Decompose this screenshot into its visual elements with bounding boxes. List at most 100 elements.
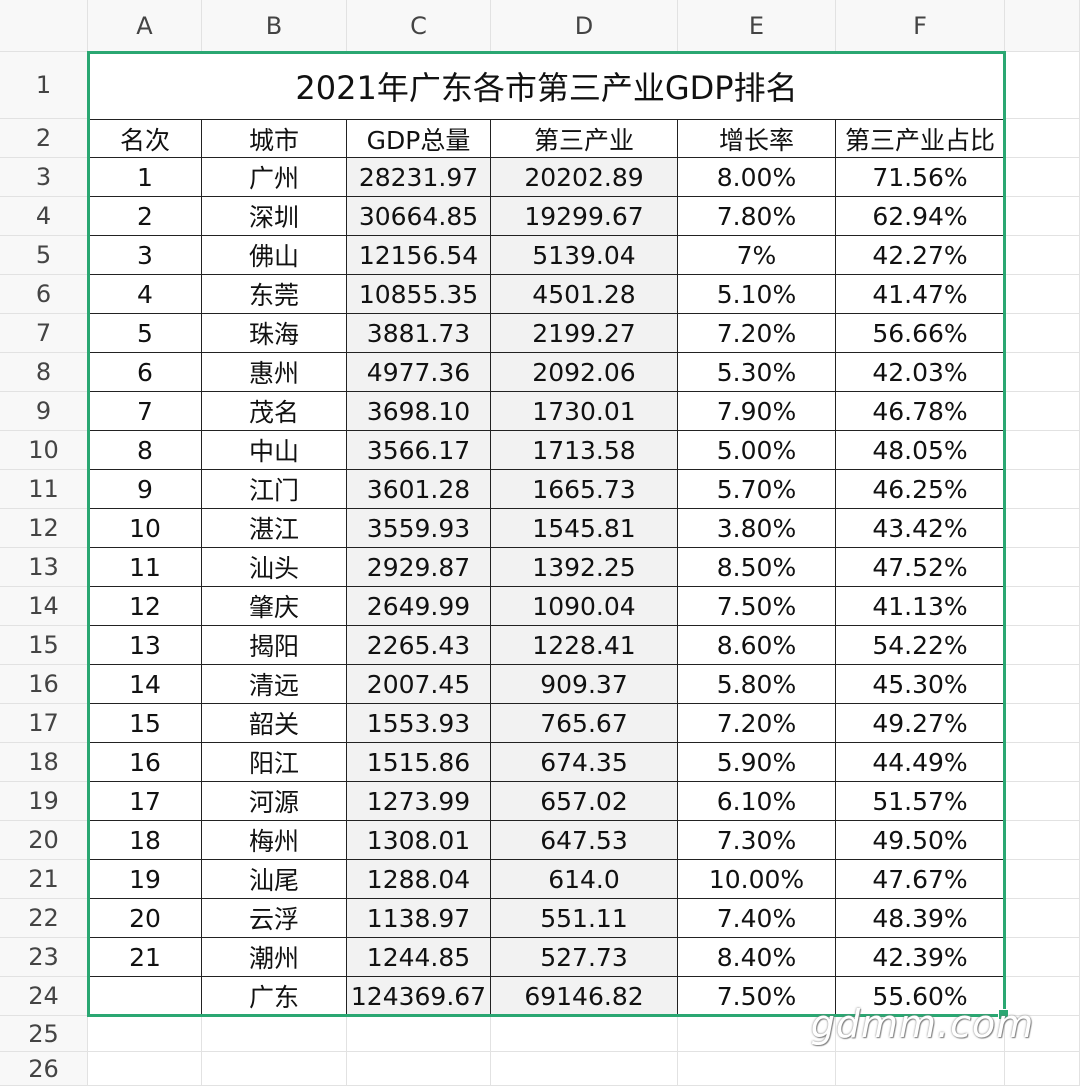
column-header[interactable]: D bbox=[491, 0, 678, 52]
table-cell[interactable]: 5.70% bbox=[678, 470, 836, 509]
table-cell[interactable]: 12156.54 bbox=[347, 236, 491, 275]
table-cell[interactable]: 1545.81 bbox=[491, 509, 678, 548]
cell[interactable] bbox=[1005, 314, 1080, 353]
table-cell[interactable]: 5139.04 bbox=[491, 236, 678, 275]
table-cell[interactable]: 7 bbox=[88, 392, 202, 431]
table-cell[interactable]: 42.27% bbox=[836, 236, 1005, 275]
table-cell[interactable]: 47.52% bbox=[836, 548, 1005, 587]
table-cell[interactable]: 20 bbox=[88, 899, 202, 938]
table-cell[interactable]: 10 bbox=[88, 509, 202, 548]
cell[interactable] bbox=[202, 1052, 347, 1086]
row-header[interactable]: 15 bbox=[0, 626, 88, 665]
table-cell[interactable]: 7.90% bbox=[678, 392, 836, 431]
table-cell[interactable]: 4501.28 bbox=[491, 275, 678, 314]
table-cell[interactable]: 71.56% bbox=[836, 158, 1005, 197]
cell[interactable] bbox=[1005, 860, 1080, 899]
table-cell[interactable]: 62.94% bbox=[836, 197, 1005, 236]
header-cell[interactable]: GDP总量 bbox=[347, 119, 491, 158]
row-header[interactable]: 21 bbox=[0, 860, 88, 899]
table-cell[interactable]: 汕尾 bbox=[202, 860, 347, 899]
cell[interactable] bbox=[1005, 782, 1080, 821]
table-cell[interactable]: 16 bbox=[88, 743, 202, 782]
row-header[interactable]: 16 bbox=[0, 665, 88, 704]
table-cell[interactable]: 1553.93 bbox=[347, 704, 491, 743]
row-header[interactable]: 18 bbox=[0, 743, 88, 782]
table-cell[interactable]: 7% bbox=[678, 236, 836, 275]
table-cell[interactable]: 43.42% bbox=[836, 509, 1005, 548]
column-header[interactable]: F bbox=[836, 0, 1005, 52]
cell[interactable] bbox=[1005, 1052, 1080, 1086]
table-cell[interactable]: 56.66% bbox=[836, 314, 1005, 353]
table-cell[interactable] bbox=[88, 977, 202, 1016]
table-cell[interactable]: 7.40% bbox=[678, 899, 836, 938]
cell[interactable] bbox=[836, 1052, 1005, 1086]
table-cell[interactable]: 1090.04 bbox=[491, 587, 678, 626]
table-cell[interactable]: 51.57% bbox=[836, 782, 1005, 821]
table-cell[interactable]: 5.10% bbox=[678, 275, 836, 314]
row-header[interactable]: 25 bbox=[0, 1016, 88, 1052]
table-cell[interactable]: 614.0 bbox=[491, 860, 678, 899]
table-cell[interactable]: 1308.01 bbox=[347, 821, 491, 860]
table-cell[interactable]: 30664.85 bbox=[347, 197, 491, 236]
cell[interactable] bbox=[1005, 626, 1080, 665]
table-cell[interactable]: 3601.28 bbox=[347, 470, 491, 509]
table-cell[interactable]: 8.00% bbox=[678, 158, 836, 197]
table-cell[interactable]: 3698.10 bbox=[347, 392, 491, 431]
table-cell[interactable]: 2 bbox=[88, 197, 202, 236]
table-cell[interactable]: 中山 bbox=[202, 431, 347, 470]
row-header[interactable]: 17 bbox=[0, 704, 88, 743]
row-header[interactable]: 11 bbox=[0, 470, 88, 509]
row-header[interactable]: 10 bbox=[0, 431, 88, 470]
table-cell[interactable]: 7.50% bbox=[678, 977, 836, 1016]
table-cell[interactable]: 3559.93 bbox=[347, 509, 491, 548]
row-header[interactable]: 23 bbox=[0, 938, 88, 977]
table-cell[interactable]: 14 bbox=[88, 665, 202, 704]
table-cell[interactable]: 深圳 bbox=[202, 197, 347, 236]
table-cell[interactable]: 5.90% bbox=[678, 743, 836, 782]
table-cell[interactable]: 10855.35 bbox=[347, 275, 491, 314]
table-cell[interactable]: 佛山 bbox=[202, 236, 347, 275]
selection-handle[interactable] bbox=[998, 1009, 1009, 1020]
table-cell[interactable]: 1288.04 bbox=[347, 860, 491, 899]
row-header[interactable]: 22 bbox=[0, 899, 88, 938]
row-header[interactable]: 5 bbox=[0, 236, 88, 275]
table-cell[interactable]: 20202.89 bbox=[491, 158, 678, 197]
cell[interactable] bbox=[1005, 665, 1080, 704]
table-cell[interactable]: 527.73 bbox=[491, 938, 678, 977]
cell[interactable] bbox=[1005, 704, 1080, 743]
table-cell[interactable]: 13 bbox=[88, 626, 202, 665]
table-cell[interactable]: 8.60% bbox=[678, 626, 836, 665]
table-cell[interactable]: 1 bbox=[88, 158, 202, 197]
column-header[interactable] bbox=[1005, 0, 1080, 52]
table-cell[interactable]: 2007.45 bbox=[347, 665, 491, 704]
table-cell[interactable]: 5.30% bbox=[678, 353, 836, 392]
row-header[interactable]: 7 bbox=[0, 314, 88, 353]
cell[interactable] bbox=[1005, 509, 1080, 548]
cell[interactable] bbox=[1005, 938, 1080, 977]
cell[interactable] bbox=[1005, 743, 1080, 782]
table-cell[interactable]: 46.25% bbox=[836, 470, 1005, 509]
table-cell[interactable]: 1730.01 bbox=[491, 392, 678, 431]
table-cell[interactable]: 42.39% bbox=[836, 938, 1005, 977]
table-cell[interactable]: 7.80% bbox=[678, 197, 836, 236]
table-cell[interactable]: 124369.67 bbox=[347, 977, 491, 1016]
table-cell[interactable]: 47.67% bbox=[836, 860, 1005, 899]
table-cell[interactable]: 551.11 bbox=[491, 899, 678, 938]
table-cell[interactable]: 6.10% bbox=[678, 782, 836, 821]
table-cell[interactable]: 44.49% bbox=[836, 743, 1005, 782]
cell[interactable] bbox=[347, 1052, 491, 1086]
cell[interactable] bbox=[202, 1016, 347, 1052]
table-cell[interactable]: 45.30% bbox=[836, 665, 1005, 704]
table-cell[interactable]: 17 bbox=[88, 782, 202, 821]
cell[interactable] bbox=[1005, 353, 1080, 392]
table-cell[interactable]: 河源 bbox=[202, 782, 347, 821]
cell[interactable] bbox=[1005, 587, 1080, 626]
table-cell[interactable]: 东莞 bbox=[202, 275, 347, 314]
cell[interactable] bbox=[678, 1016, 836, 1052]
row-header[interactable]: 2 bbox=[0, 119, 88, 158]
table-cell[interactable]: 揭阳 bbox=[202, 626, 347, 665]
cell[interactable] bbox=[491, 1016, 678, 1052]
table-cell[interactable]: 4 bbox=[88, 275, 202, 314]
column-header[interactable]: A bbox=[88, 0, 202, 52]
cell[interactable] bbox=[1005, 431, 1080, 470]
